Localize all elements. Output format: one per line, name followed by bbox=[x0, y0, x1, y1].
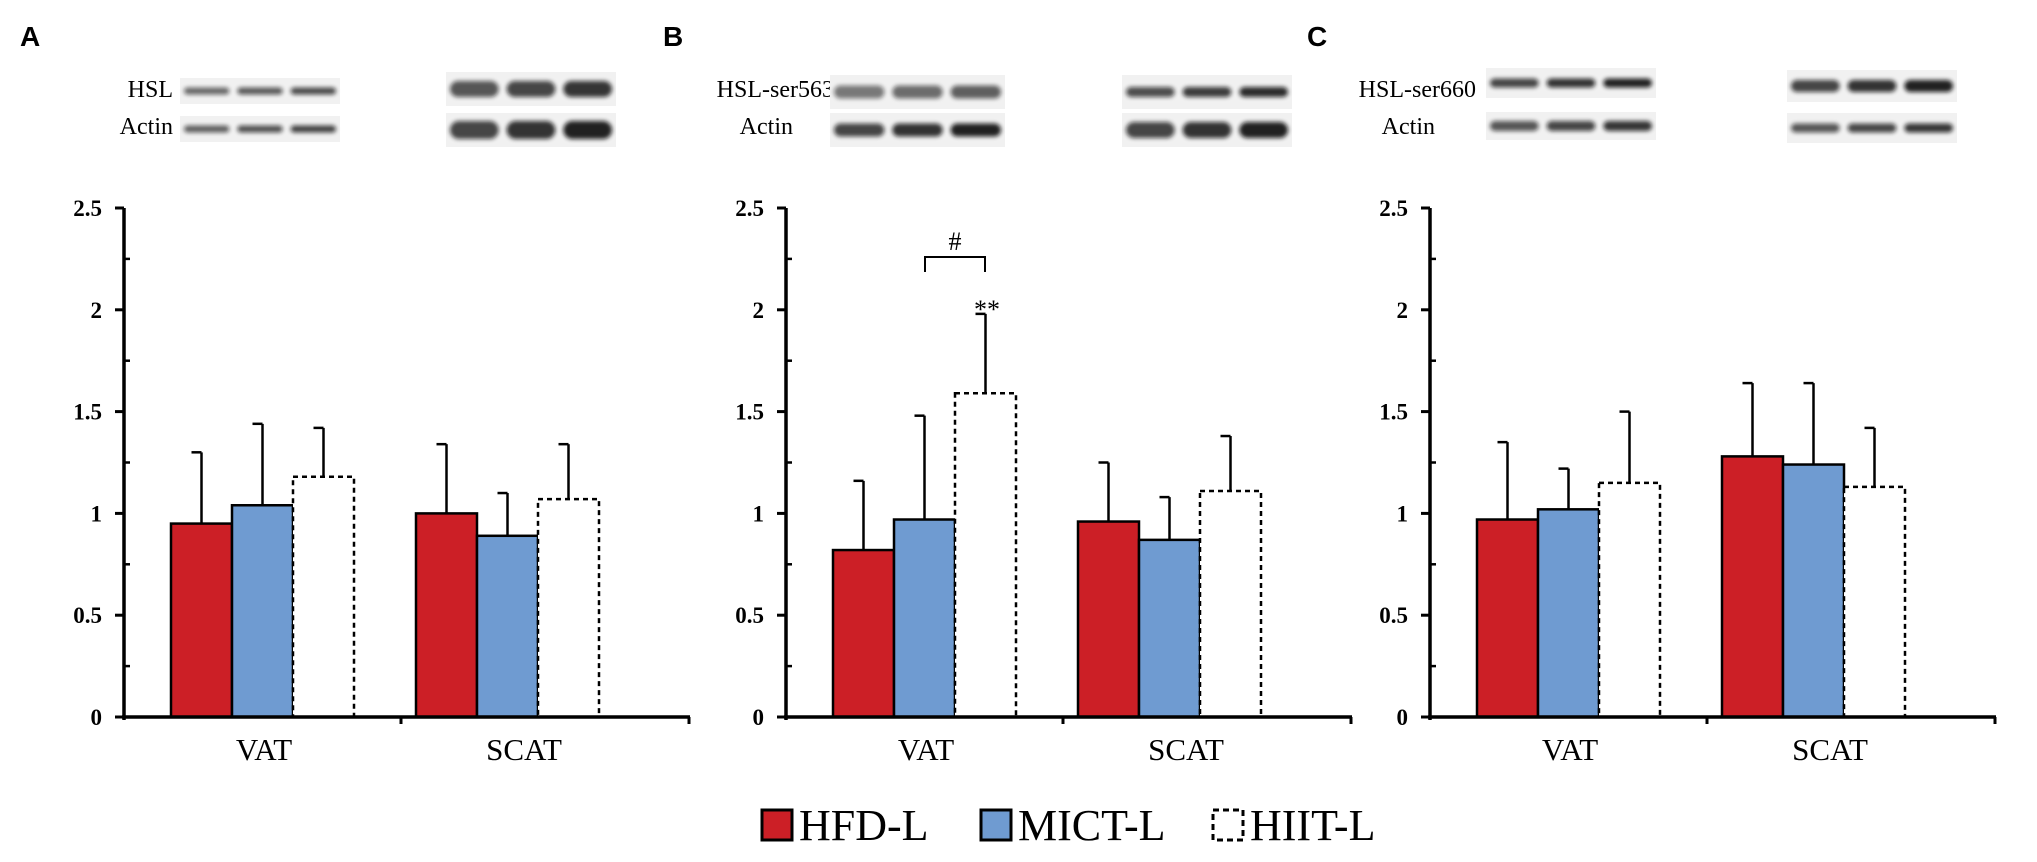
bar-hfd-l-scat bbox=[1076, 520, 1141, 719]
significance-bracket bbox=[924, 256, 986, 272]
legend-swatch-hfd-l bbox=[760, 808, 794, 842]
bar-hiit-l-scat bbox=[1198, 489, 1263, 719]
y-tick-label: 2.5 bbox=[735, 196, 764, 221]
chart-panel-b: 0 0.5 1 1.5 2 2.5 VAT SCAT bbox=[735, 196, 1353, 767]
y-tick-label: 0.5 bbox=[1379, 603, 1408, 628]
chart-panel-a: 0 0.5 1 1.5 2 2.5 VAT SCAT bbox=[73, 196, 691, 767]
y-tick-label: 1.5 bbox=[73, 400, 102, 425]
legend-label-hiit-l: HIIT-L bbox=[1250, 801, 1375, 850]
y-tick-label: 1.5 bbox=[735, 400, 764, 425]
bar-mict-l-vat bbox=[1536, 508, 1601, 719]
blot-label-actin-b: Actin bbox=[740, 114, 793, 140]
bar-hiit-l-vat bbox=[1597, 481, 1662, 719]
y-tick-label: 2 bbox=[1397, 298, 1409, 323]
legend-label-hfd-l: HFD-L bbox=[799, 801, 929, 850]
y-tick-label: 1 bbox=[1397, 501, 1409, 526]
y-tick-label: 0 bbox=[91, 705, 103, 730]
bar-mict-l-vat bbox=[230, 504, 295, 719]
blot-label-target-a: HSL bbox=[128, 77, 173, 103]
category-label-vat: VAT bbox=[236, 732, 292, 767]
bar-mict-l-scat bbox=[1137, 538, 1202, 719]
blot-strip bbox=[830, 113, 1005, 147]
blot-label-target-b: HSL-ser563 bbox=[717, 77, 834, 103]
legend: HFD-L MICT-L HIIT-L bbox=[760, 801, 1375, 850]
panel-letter-c: C bbox=[1307, 21, 1327, 52]
y-tick-label: 2 bbox=[753, 298, 765, 323]
category-label-vat: VAT bbox=[898, 732, 954, 767]
y-tick-label: 2 bbox=[91, 298, 103, 323]
y-tick-label: 2.5 bbox=[1379, 196, 1408, 221]
y-tick-label: 0.5 bbox=[735, 603, 764, 628]
blot-strip bbox=[1787, 113, 1957, 143]
blot-strip bbox=[1486, 68, 1656, 98]
blot-strip bbox=[1486, 112, 1656, 140]
y-tick-label: 1.5 bbox=[1379, 400, 1408, 425]
bar-hfd-l-scat bbox=[1720, 455, 1785, 719]
blot-strip bbox=[446, 113, 616, 147]
blot-strip bbox=[180, 78, 340, 104]
blots-layer bbox=[180, 68, 1957, 147]
y-tick-label: 0 bbox=[753, 705, 765, 730]
annotation-hash: # bbox=[949, 227, 962, 256]
bar-hfd-l-vat bbox=[169, 522, 234, 719]
blot-label-actin-c: Actin bbox=[1382, 114, 1435, 140]
panel-letter-b: B bbox=[663, 21, 683, 52]
bar-mict-l-scat bbox=[475, 534, 540, 719]
category-label-scat: SCAT bbox=[486, 732, 562, 767]
blot-strip bbox=[1122, 113, 1292, 147]
blot-strip bbox=[830, 75, 1005, 109]
blot-strip bbox=[1122, 75, 1292, 109]
category-label-scat: SCAT bbox=[1792, 732, 1868, 767]
bar-hfd-l-vat bbox=[1475, 518, 1540, 719]
blot-strip bbox=[180, 116, 340, 142]
blot-strip bbox=[446, 72, 616, 106]
y-tick-label: 0.5 bbox=[73, 603, 102, 628]
bar-hfd-l-vat bbox=[831, 548, 896, 719]
panel-letter-a: A bbox=[20, 21, 40, 52]
category-label-vat: VAT bbox=[1542, 732, 1598, 767]
y-tick-label: 1 bbox=[753, 501, 765, 526]
annotation-double-star: ** bbox=[974, 295, 1000, 324]
legend-swatch-hiit-l bbox=[1211, 808, 1245, 842]
blot-label-target-c: HSL-ser660 bbox=[1359, 77, 1476, 103]
bar-hiit-l-scat bbox=[1842, 485, 1907, 719]
y-tick-label: 1 bbox=[91, 501, 103, 526]
y-tick-label: 2.5 bbox=[73, 196, 102, 221]
blot-strip bbox=[1787, 70, 1957, 102]
bar-hiit-l-scat bbox=[536, 497, 601, 719]
category-label-scat: SCAT bbox=[1148, 732, 1224, 767]
bar-hiit-l-vat bbox=[953, 392, 1018, 719]
bar-hiit-l-vat bbox=[291, 475, 356, 719]
legend-label-mict-l: MICT-L bbox=[1018, 801, 1166, 850]
y-tick-label: 0 bbox=[1397, 705, 1409, 730]
bar-mict-l-scat bbox=[1781, 463, 1846, 719]
chart-panel-c: 0 0.5 1 1.5 2 2.5 VAT SCAT bbox=[1379, 196, 1997, 767]
blot-label-actin-a: Actin bbox=[120, 114, 173, 140]
bar-hfd-l-scat bbox=[414, 512, 479, 719]
bar-mict-l-vat bbox=[892, 518, 957, 719]
legend-swatch-mict-l bbox=[979, 808, 1013, 842]
